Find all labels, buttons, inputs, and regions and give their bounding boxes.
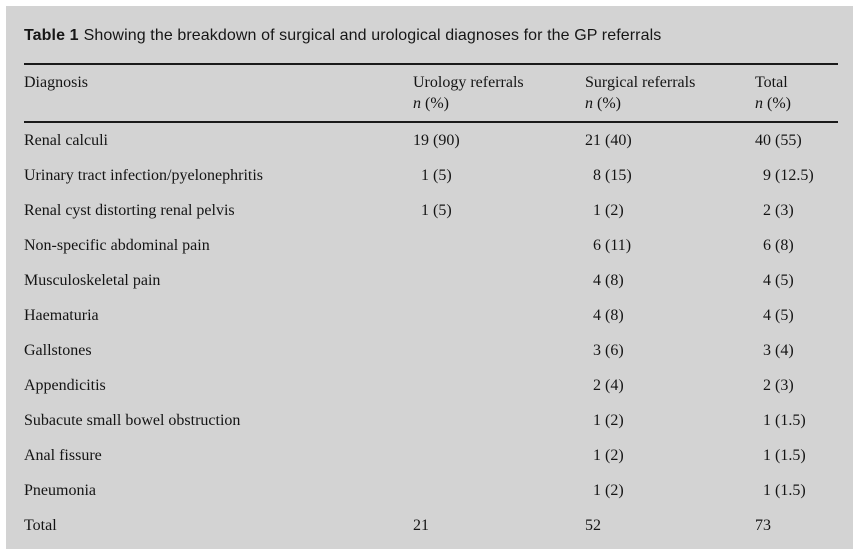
cell-diagnosis: Pneumonia	[24, 481, 96, 499]
column-header-surgical-referrals: Surgical referrals n (%)	[585, 64, 755, 123]
cell-surgical: 4 (8)	[585, 306, 624, 324]
cell-surgical: 6 (11)	[585, 236, 632, 254]
cell-total: 3 (4)	[755, 341, 794, 359]
cell-total: 2 (3)	[755, 376, 794, 394]
column-label: Diagnosis	[24, 74, 88, 91]
cell-total: 4 (5)	[755, 271, 794, 289]
cell-total: 9 (12.5)	[755, 166, 814, 184]
column-unit: n (%)	[585, 95, 621, 112]
cell-total: 40 (55)	[755, 131, 802, 149]
table-caption: Table 1 Showing the breakdown of surgical…	[24, 26, 838, 45]
cell-diagnosis: Appendicitis	[24, 376, 106, 394]
caption-text: Showing the breakdown of surgical and ur…	[83, 27, 662, 44]
table-row: Renal calculi 19 (90) 21 (40) 40 (55)	[24, 122, 838, 158]
cell-total-label: Total	[24, 516, 57, 534]
cell-total-total: 73	[755, 516, 771, 534]
table-row: Musculoskeletal pain 4 (8) 4 (5)	[24, 263, 838, 298]
cell-surgical: 2 (4)	[585, 376, 624, 394]
cell-surgical: 4 (8)	[585, 271, 624, 289]
table-row: Subacute small bowel obstruction 1 (2) 1…	[24, 403, 838, 438]
cell-diagnosis: Musculoskeletal pain	[24, 271, 161, 289]
table-row: Appendicitis 2 (4) 2 (3)	[24, 368, 838, 403]
column-unit: n (%)	[755, 95, 791, 112]
cell-total: 1 (1.5)	[755, 411, 806, 429]
table-panel: Table 1 Showing the breakdown of surgical…	[6, 6, 853, 549]
column-label: Total	[755, 74, 788, 91]
cell-diagnosis: Renal calculi	[24, 131, 108, 149]
column-unit: n (%)	[413, 95, 449, 112]
total-row: Total 21 52 73	[24, 508, 838, 543]
cell-total: 2 (3)	[755, 201, 794, 219]
cell-surgical: 1 (2)	[585, 481, 624, 499]
cell-total-surgical: 52	[585, 516, 601, 534]
cell-urology	[413, 473, 585, 508]
caption-number: Table 1	[24, 27, 79, 44]
cell-urology	[413, 403, 585, 438]
cell-diagnosis: Anal fissure	[24, 446, 102, 464]
cell-diagnosis: Renal cyst distorting renal pelvis	[24, 201, 235, 219]
column-header-diagnosis: Diagnosis	[24, 64, 413, 123]
table-row: Haematuria 4 (8) 4 (5)	[24, 298, 838, 333]
column-header-total: Total n (%)	[755, 64, 838, 123]
cell-surgical: 1 (2)	[585, 446, 624, 464]
table-row: Pneumonia 1 (2) 1 (1.5)	[24, 473, 838, 508]
table-row: Renal cyst distorting renal pelvis 1 (5)…	[24, 193, 838, 228]
cell-total: 1 (1.5)	[755, 481, 806, 499]
cell-urology: 1 (5)	[413, 201, 452, 219]
cell-diagnosis: Non-specific abdominal pain	[24, 236, 210, 254]
cell-total: 6 (8)	[755, 236, 794, 254]
cell-surgical: 1 (2)	[585, 411, 624, 429]
table-row: Anal fissure 1 (2) 1 (1.5)	[24, 438, 838, 473]
cell-total-urology: 21	[413, 516, 429, 534]
column-header-urology-referrals: Urology referrals n (%)	[413, 64, 585, 123]
cell-urology	[413, 438, 585, 473]
cell-diagnosis: Subacute small bowel obstruction	[24, 411, 241, 429]
cell-urology: 1 (5)	[413, 166, 452, 184]
cell-diagnosis: Urinary tract infection/pyelonephritis	[24, 166, 264, 184]
cell-urology	[413, 333, 585, 368]
cell-urology	[413, 368, 585, 403]
table-row: Urinary tract infection/pyelonephritis 1…	[24, 158, 838, 193]
cell-surgical: 1 (2)	[585, 201, 624, 219]
cell-surgical: 8 (15)	[585, 166, 632, 184]
cell-urology	[413, 298, 585, 333]
cell-urology	[413, 263, 585, 298]
cell-total: 4 (5)	[755, 306, 794, 324]
header-row: Diagnosis Urology referrals n (%) Surgic…	[24, 64, 838, 123]
table-row: Non-specific abdominal pain 6 (11) 6 (8)	[24, 228, 838, 263]
diagnosis-table: Diagnosis Urology referrals n (%) Surgic…	[24, 63, 838, 543]
cell-urology	[413, 228, 585, 263]
column-label: Surgical referrals	[585, 74, 696, 91]
cell-diagnosis: Gallstones	[24, 341, 92, 359]
cell-diagnosis: Haematuria	[24, 306, 99, 324]
cell-urology: 19 (90)	[413, 131, 460, 149]
table-row: Gallstones 3 (6) 3 (4)	[24, 333, 838, 368]
cell-total: 1 (1.5)	[755, 446, 806, 464]
cell-surgical: 21 (40)	[585, 131, 632, 149]
column-label: Urology referrals	[413, 74, 524, 91]
cell-surgical: 3 (6)	[585, 341, 624, 359]
